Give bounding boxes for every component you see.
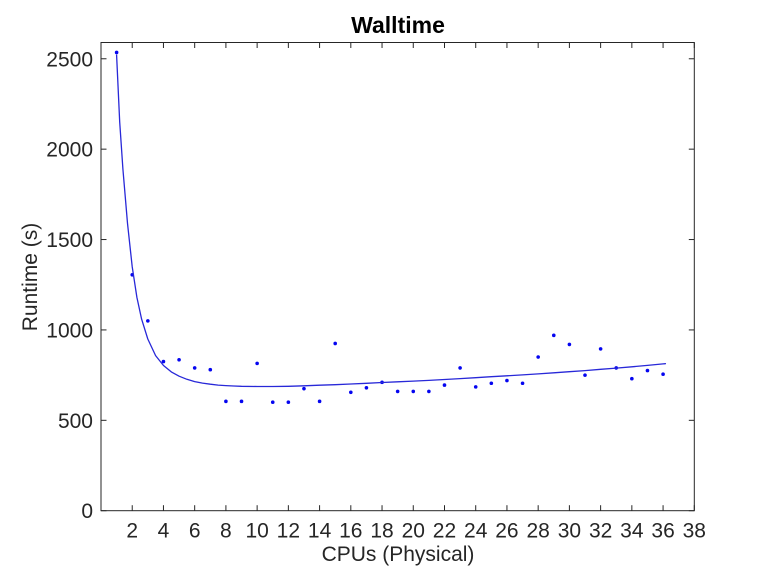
data-point [161, 359, 166, 364]
x-tick-label: 14 [308, 520, 332, 543]
x-tick-label: 30 [558, 520, 581, 543]
data-point [473, 385, 478, 389]
x-tick-label: 4 [158, 520, 170, 543]
y-tick-label: 1500 [46, 229, 93, 252]
data-point [395, 389, 400, 394]
data-point [645, 368, 650, 373]
x-tick-label: 34 [620, 520, 644, 543]
data-point [255, 361, 259, 366]
data-point [177, 357, 181, 362]
data-point [317, 399, 322, 404]
x-tick-label: 10 [245, 520, 268, 543]
axes-box [100, 42, 695, 512]
data-point [333, 341, 337, 346]
x-tick-label: 38 [683, 520, 706, 543]
data-point [364, 385, 369, 390]
data-point [208, 367, 213, 372]
x-tick-label: 26 [495, 520, 518, 543]
x-tick-label: 28 [526, 520, 549, 543]
x-tick-label: 18 [370, 520, 393, 543]
x-tick-label: 20 [402, 520, 425, 543]
y-tick-label: 0 [81, 500, 93, 523]
data-point [427, 389, 431, 394]
data-point [114, 50, 119, 55]
data-point [224, 399, 228, 404]
x-axis-label: CPUs (Physical) [321, 543, 475, 566]
y-axis-label: Runtime (s) [19, 222, 42, 332]
x-tick-label: 24 [464, 520, 488, 543]
x-tick-label: 32 [589, 520, 612, 543]
data-point [286, 400, 291, 405]
x-tick-label: 2 [126, 520, 138, 543]
data-point [567, 342, 572, 347]
x-tick-label: 6 [189, 520, 201, 543]
data-point [505, 378, 509, 383]
data-point [270, 400, 275, 405]
data-point [536, 355, 540, 359]
y-tick-label: 1000 [46, 319, 93, 342]
data-point [411, 389, 416, 394]
y-tick-label: 500 [58, 410, 93, 433]
data-point [146, 319, 150, 323]
data-point [630, 376, 634, 381]
data-point [583, 373, 587, 377]
x-tick-label: 36 [651, 520, 674, 543]
data-point [551, 333, 556, 338]
plot-title: Walltime [351, 12, 445, 38]
fitted-curve [115, 54, 667, 388]
y-tick-label: 2500 [46, 48, 93, 71]
data-point [489, 381, 494, 386]
x-tick-label: 8 [220, 520, 232, 543]
data-point [442, 383, 447, 387]
y-tick-label: 2000 [46, 139, 93, 162]
data-point [458, 366, 462, 370]
x-tick-label: 22 [433, 520, 456, 543]
data-point [661, 372, 665, 377]
data-point [598, 347, 603, 351]
x-tick-label: 12 [277, 520, 300, 543]
data-point [349, 390, 353, 395]
data-point [302, 386, 306, 391]
x-tick-label: 16 [339, 520, 362, 543]
data-point [192, 366, 197, 370]
data-point [520, 381, 525, 386]
data-point [239, 399, 244, 404]
